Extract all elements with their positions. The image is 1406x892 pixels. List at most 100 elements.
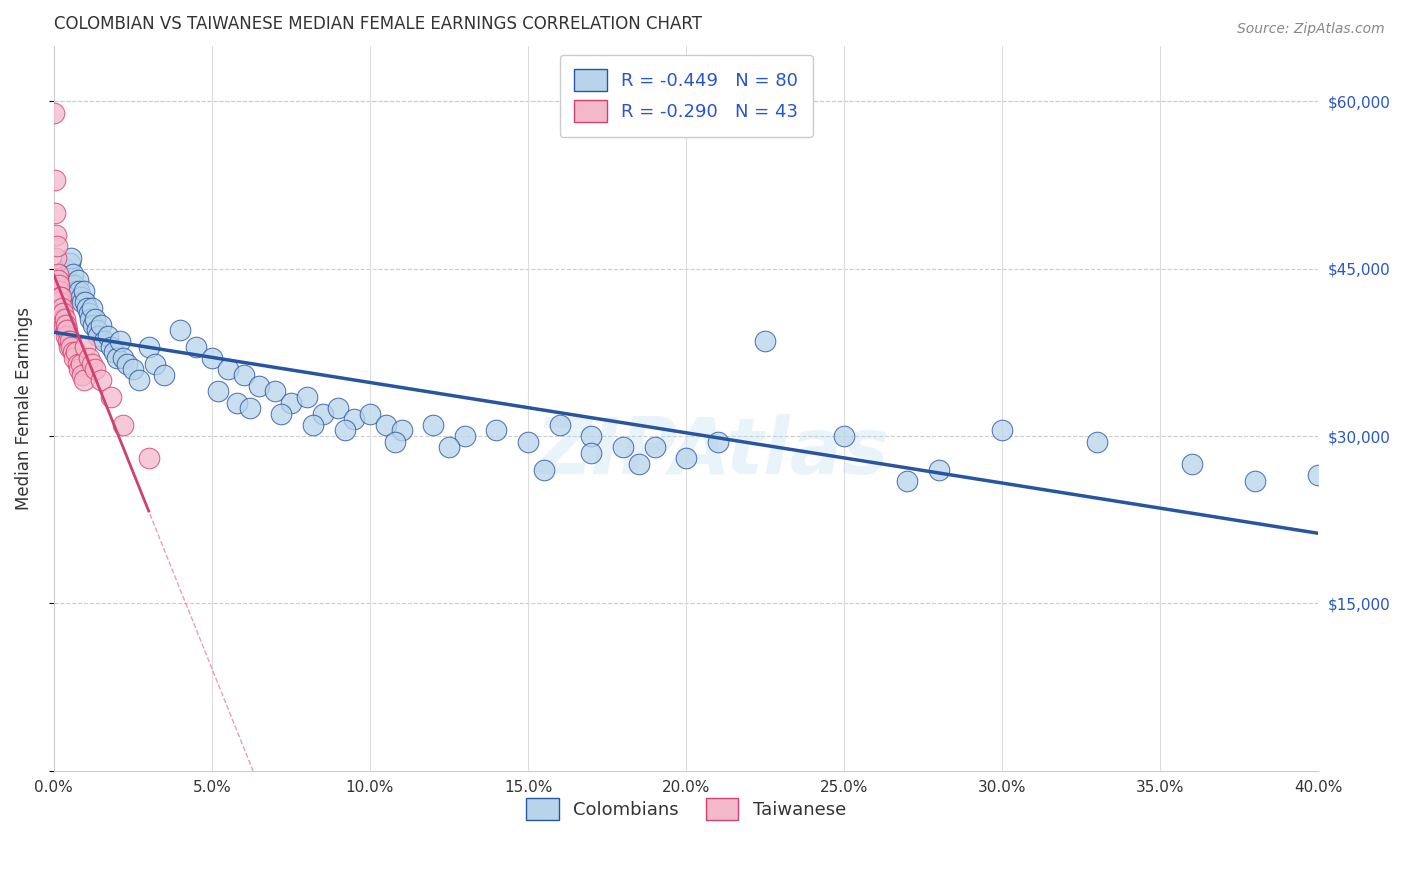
Point bbox=[49, 290, 72, 304]
Point bbox=[122, 362, 145, 376]
Point bbox=[77, 351, 100, 365]
Point bbox=[295, 390, 318, 404]
Point bbox=[77, 306, 100, 320]
Point bbox=[66, 273, 89, 287]
Point bbox=[46, 239, 69, 253]
Point bbox=[138, 451, 160, 466]
Text: COLOMBIAN VS TAIWANESE MEDIAN FEMALE EARNINGS CORRELATION CHART: COLOMBIAN VS TAIWANESE MEDIAN FEMALE EAR… bbox=[53, 15, 702, 33]
Point bbox=[612, 440, 634, 454]
Point bbox=[437, 440, 460, 454]
Point bbox=[45, 228, 67, 243]
Point bbox=[60, 340, 83, 354]
Y-axis label: Median Female Earnings: Median Female Earnings bbox=[15, 307, 32, 509]
Point bbox=[264, 384, 287, 399]
Point bbox=[72, 368, 94, 382]
Point bbox=[343, 412, 366, 426]
Point bbox=[217, 362, 239, 376]
Point bbox=[80, 301, 103, 315]
Point bbox=[56, 334, 79, 349]
Point bbox=[52, 312, 75, 326]
Point bbox=[52, 273, 75, 287]
Point bbox=[1308, 468, 1330, 483]
Point bbox=[59, 256, 82, 270]
Point bbox=[103, 345, 125, 359]
Point bbox=[169, 323, 191, 337]
Point bbox=[153, 368, 176, 382]
Point bbox=[84, 312, 107, 326]
Point bbox=[581, 446, 603, 460]
Point bbox=[49, 295, 72, 310]
Point bbox=[44, 105, 66, 120]
Point bbox=[66, 357, 89, 371]
Point bbox=[60, 251, 83, 265]
Point bbox=[62, 345, 84, 359]
Point bbox=[75, 295, 97, 310]
Point bbox=[100, 390, 122, 404]
Point bbox=[644, 440, 666, 454]
Point bbox=[65, 345, 87, 359]
Point bbox=[184, 340, 207, 354]
Point bbox=[517, 434, 540, 449]
Point bbox=[226, 395, 249, 409]
Point bbox=[55, 261, 77, 276]
Point bbox=[73, 373, 96, 387]
Point bbox=[112, 417, 135, 432]
Legend: Colombians, Taiwanese: Colombians, Taiwanese bbox=[519, 790, 853, 827]
Point bbox=[56, 323, 79, 337]
Point bbox=[110, 334, 132, 349]
Point bbox=[44, 172, 66, 186]
Point bbox=[359, 407, 381, 421]
Point bbox=[63, 351, 86, 365]
Point bbox=[128, 373, 150, 387]
Point bbox=[93, 334, 115, 349]
Point bbox=[239, 401, 262, 416]
Point bbox=[581, 429, 603, 443]
Point bbox=[328, 401, 350, 416]
Point bbox=[62, 268, 84, 282]
Point bbox=[52, 306, 75, 320]
Point bbox=[65, 284, 87, 298]
Point bbox=[896, 474, 918, 488]
Point bbox=[112, 351, 135, 365]
Point bbox=[1085, 434, 1108, 449]
Point bbox=[69, 290, 91, 304]
Point bbox=[48, 290, 70, 304]
Point bbox=[45, 251, 67, 265]
Point bbox=[90, 318, 112, 332]
Point bbox=[55, 318, 77, 332]
Point bbox=[391, 424, 413, 438]
Point bbox=[51, 301, 73, 315]
Point bbox=[1181, 457, 1204, 471]
Point bbox=[384, 434, 406, 449]
Point bbox=[832, 429, 855, 443]
Point bbox=[48, 284, 70, 298]
Point bbox=[302, 417, 325, 432]
Point bbox=[207, 384, 229, 399]
Point bbox=[928, 462, 950, 476]
Point bbox=[201, 351, 224, 365]
Point bbox=[247, 379, 270, 393]
Point bbox=[48, 278, 70, 293]
Point bbox=[533, 462, 555, 476]
Point bbox=[97, 328, 120, 343]
Point bbox=[627, 457, 650, 471]
Point bbox=[46, 273, 69, 287]
Point bbox=[73, 284, 96, 298]
Point bbox=[55, 328, 77, 343]
Text: ZIPAtlas: ZIPAtlas bbox=[534, 414, 889, 490]
Point bbox=[55, 323, 77, 337]
Point bbox=[69, 357, 91, 371]
Point bbox=[90, 373, 112, 387]
Point bbox=[232, 368, 254, 382]
Point bbox=[53, 312, 76, 326]
Point bbox=[59, 334, 82, 349]
Point bbox=[67, 284, 90, 298]
Point bbox=[991, 424, 1014, 438]
Point bbox=[63, 278, 86, 293]
Point bbox=[86, 323, 108, 337]
Point bbox=[105, 351, 128, 365]
Point bbox=[311, 407, 333, 421]
Point bbox=[52, 318, 75, 332]
Point bbox=[422, 417, 444, 432]
Point bbox=[82, 318, 104, 332]
